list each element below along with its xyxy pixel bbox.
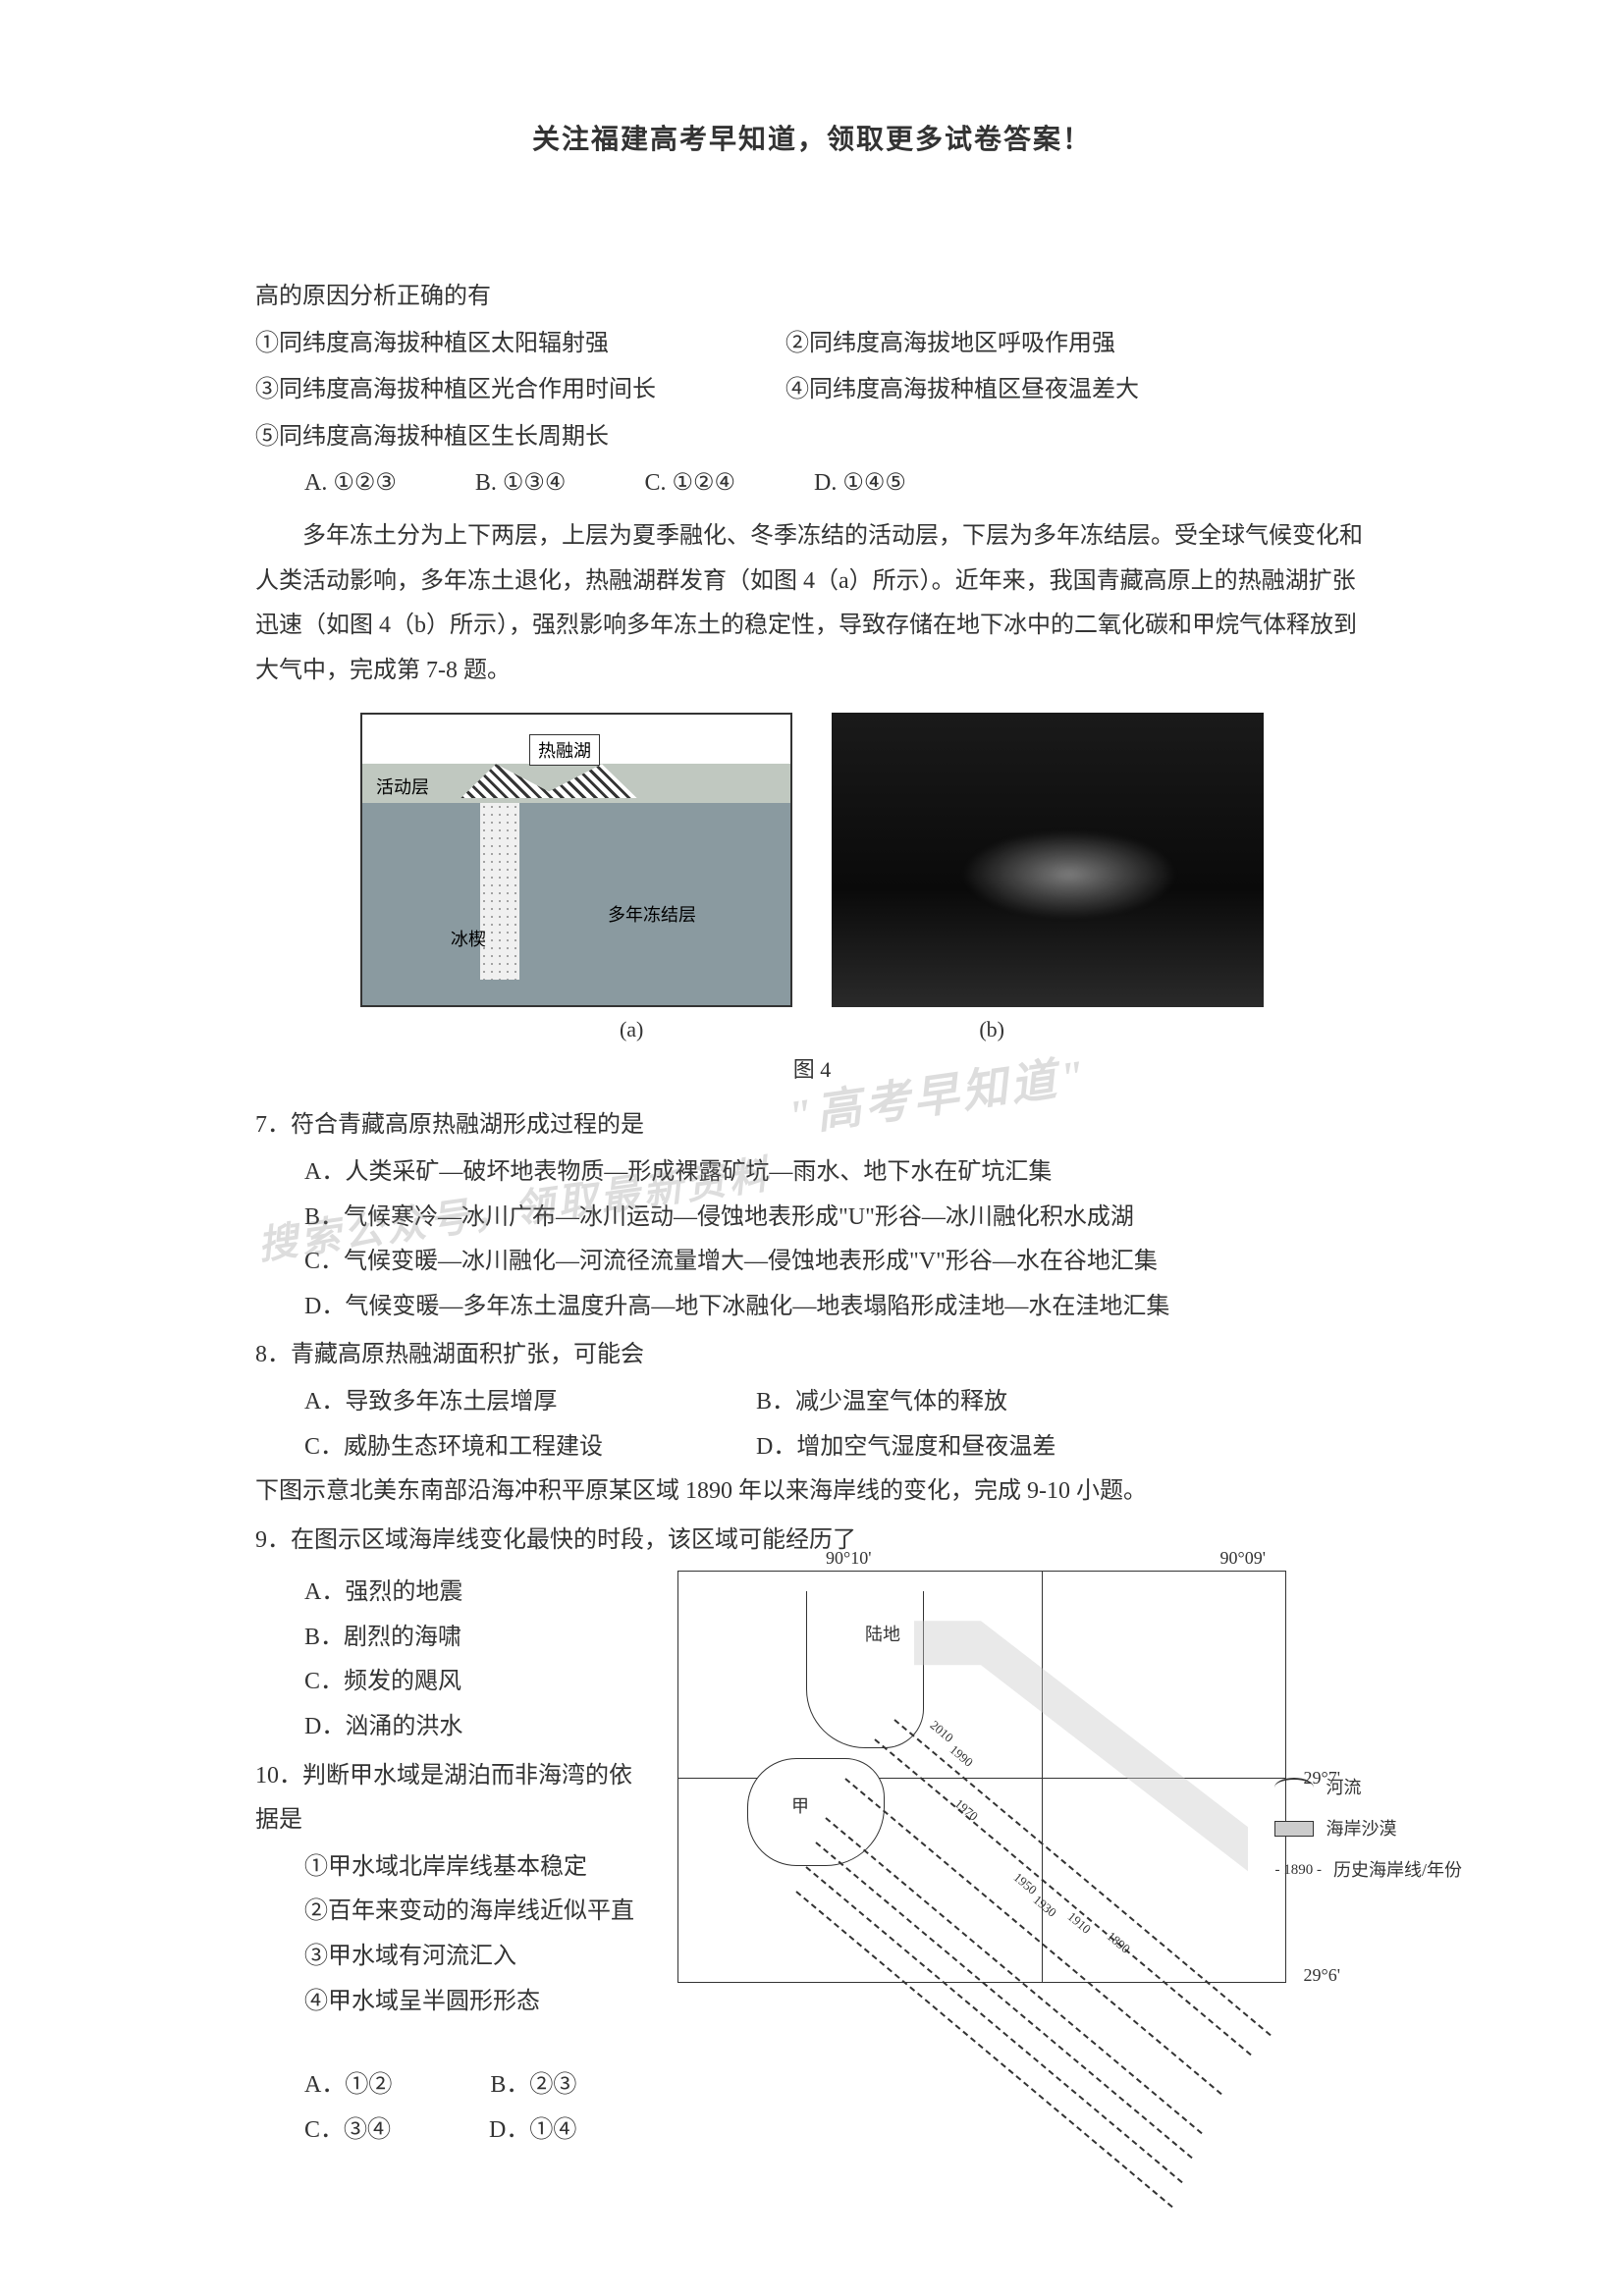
label-permafrost: 多年冻结层 (608, 901, 696, 927)
diagram-a-permafrost (362, 803, 790, 1005)
page-header: 关注福建高考早知道，领取更多试卷答案！ (255, 118, 1369, 157)
map-lon-2: 90°09' (1220, 1548, 1266, 1569)
legend-hist: - 1890 - 历史海岸线/年份 (1274, 1852, 1462, 1888)
intro-item-2: ②同纬度高海拔地区呼吸作用强 (785, 322, 1115, 367)
map-lat-2: 29°6' (1304, 1965, 1340, 1986)
q10-option-b: B．②③ (490, 2063, 576, 2109)
map-lon-1: 90°10' (826, 1548, 871, 1569)
passage-1: 多年冻土分为上下两层，上层为夏季融化、冬季冻结的活动层，下层为多年冻结层。受全球… (255, 514, 1369, 693)
figure-4a-box: 热融湖 活动层 冰楔 多年冻结层 (360, 713, 792, 1007)
legend-river-icon (1274, 1778, 1314, 1797)
q7-option-d: D．气候变暖—多年冻土温度升高—地下冰融化—地表塌陷形成洼地—水在洼地汇集 (255, 1285, 1369, 1330)
q7-option-b: B．气候寒冷—冰川广布—冰川运动—侵蚀地表形成"U"形谷—冰川融化积水成湖 (255, 1196, 1369, 1241)
caption-a: (a) (620, 1017, 643, 1042)
q7-stem: 7．符合青藏高原热融湖形成过程的是 (255, 1103, 1369, 1148)
intro-item-5: ⑤同纬度高海拔种植区生长周期长 (255, 415, 1369, 460)
q9-stem: 9．在图示区域海岸线变化最快的时段，该区域可能经历了 (255, 1519, 1369, 1564)
map-coastlines (678, 1572, 1285, 1982)
intro-options: A. ①②③ B. ①③④ C. ①②④ D. ①④⑤ (255, 461, 1369, 507)
map-legend: 河流 海岸沙漠 - 1890 - 历史海岸线/年份 (1274, 1770, 1462, 1894)
question-9: 9．在图示区域海岸线变化最快的时段，该区域可能经历了 (255, 1519, 1369, 1564)
figure-4-container: 热融湖 活动层 冰楔 多年冻结层 (255, 713, 1369, 1007)
q9-option-a: A．强烈的地震 (255, 1571, 648, 1616)
q7-option-a: A．人类采矿—破坏地表物质—形成裸露矿坑—雨水、地下水在矿坑汇集 (255, 1150, 1369, 1196)
question-8: 8．青藏高原热融湖面积扩张，可能会 A．导致多年冻土层增厚 B．减少温室气体的释… (255, 1333, 1369, 1469)
q10-item-1: ①甲水域北岸岸线基本稳定 (255, 1845, 648, 1891)
intro-item-1: ①同纬度高海拔种植区太阳辐射强 (255, 322, 785, 367)
q10-option-d: D．①④ (489, 2109, 576, 2154)
legend-river: 河流 (1274, 1770, 1462, 1805)
diagram-a-ice-wedge (480, 803, 519, 980)
q8-stem: 8．青藏高原热融湖面积扩张，可能会 (255, 1333, 1369, 1378)
map-label-land: 陆地 (865, 1621, 900, 1646)
figure-4-captions: (a) (b) (255, 1017, 1369, 1042)
coastline-map: 陆地 甲 2010 1990 1970 1950 1930 1910 1890 … (677, 1571, 1286, 1983)
q10-item-4: ④甲水域呈半圆形形态 (255, 1980, 648, 2025)
map-label-jia: 甲 (791, 1792, 809, 1818)
q8-option-c: C．威胁生态环境和工程建设 (304, 1425, 756, 1470)
intro-option-b: B. ①③④ (475, 461, 567, 507)
coastline-1990 (874, 1739, 1251, 2056)
label-ice: 冰楔 (451, 926, 486, 951)
intro-stem: 高的原因分析正确的有 (255, 275, 1369, 320)
diagram-b-photo (832, 713, 1264, 1007)
exam-page: 关注福建高考早知道，领取更多试卷答案！ 高的原因分析正确的有 ①同纬度高海拔种植… (0, 0, 1624, 2270)
diagram-a: 热融湖 活动层 冰楔 多年冻结层 (360, 713, 792, 1007)
passage-2: 下图示意北美东南部沿海冲积平原某区域 1890 年以来海岸线的变化，完成 9-1… (255, 1469, 1369, 1515)
legend-year-prefix: - 1890 - (1274, 1855, 1322, 1885)
intro-option-c: C. ①②④ (644, 461, 735, 507)
q10-item-3: ③甲水域有河流汇入 (255, 1935, 648, 1980)
q9-option-b: B．剧烈的海啸 (255, 1616, 648, 1661)
caption-b: (b) (979, 1017, 1004, 1042)
q7-option-c: C．气候变暖—冰川融化—河流径流量增大—侵蚀地表形成"V"形谷—水在谷地汇集 (255, 1240, 1369, 1285)
figure-4-number: 图 4 (255, 1052, 1369, 1084)
legend-sand-icon (1274, 1821, 1314, 1837)
intro-option-a: A. ①②③ (304, 461, 397, 507)
intro-items-row2: ③同纬度高海拔种植区光合作用时间长 ④同纬度高海拔种植区昼夜温差大 (255, 368, 1369, 415)
legend-sand: 海岸沙漠 (1274, 1811, 1462, 1846)
q8-option-b: B．减少温室气体的释放 (756, 1380, 1007, 1425)
map-left-column: A．强烈的地震 B．剧烈的海啸 C．频发的飓风 D．汹涌的洪水 10．判断甲水域… (255, 1571, 648, 2024)
map-section: A．强烈的地震 B．剧烈的海啸 C．频发的飓风 D．汹涌的洪水 10．判断甲水域… (255, 1571, 1369, 2024)
intro-items-row1: ①同纬度高海拔种植区太阳辐射强 ②同纬度高海拔地区呼吸作用强 (255, 322, 1369, 369)
q10-option-a: A．①② (304, 2063, 392, 2109)
label-lake: 热融湖 (529, 734, 600, 766)
q10-options-row2: C．③④ D．①④ (255, 2109, 1369, 2154)
question-7: 7．符合青藏高原热融湖形成过程的是 A．人类采矿—破坏地表物质—形成裸露矿坑—雨… (255, 1103, 1369, 1329)
q8-row1: A．导致多年冻土层增厚 B．减少温室气体的释放 (255, 1380, 1369, 1425)
label-active: 活动层 (376, 774, 429, 799)
legend-sand-label: 海岸沙漠 (1326, 1811, 1396, 1846)
q8-option-a: A．导致多年冻土层增厚 (304, 1380, 756, 1425)
intro-item-4: ④同纬度高海拔种植区昼夜温差大 (785, 368, 1139, 413)
q10-item-2: ②百年来变动的海岸线近似平直 (255, 1890, 648, 1935)
q8-option-d: D．增加空气湿度和昼夜温差 (756, 1425, 1056, 1470)
q10-option-c: C．③④ (304, 2109, 391, 2154)
intro-option-d: D. ①④⑤ (814, 461, 906, 507)
q9-option-c: C．频发的飓风 (255, 1660, 648, 1705)
q9-option-d: D．汹涌的洪水 (255, 1705, 648, 1750)
intro-item-3: ③同纬度高海拔种植区光合作用时间长 (255, 368, 785, 413)
q10-stem: 10．判断甲水域是湖泊而非海湾的依据是 (255, 1754, 648, 1843)
coastline-1970 (844, 1779, 1221, 2096)
legend-hist-label: 历史海岸线/年份 (1333, 1852, 1462, 1888)
figure-4b-box (832, 713, 1264, 1007)
map-right-column: 陆地 甲 2010 1990 1970 1950 1930 1910 1890 … (677, 1571, 1369, 2024)
q8-row2: C．威胁生态环境和工程建设 D．增加空气湿度和昼夜温差 (255, 1425, 1369, 1470)
legend-river-label: 河流 (1326, 1770, 1361, 1805)
q10-options-row1: A．①② B．②③ (255, 2063, 1369, 2109)
